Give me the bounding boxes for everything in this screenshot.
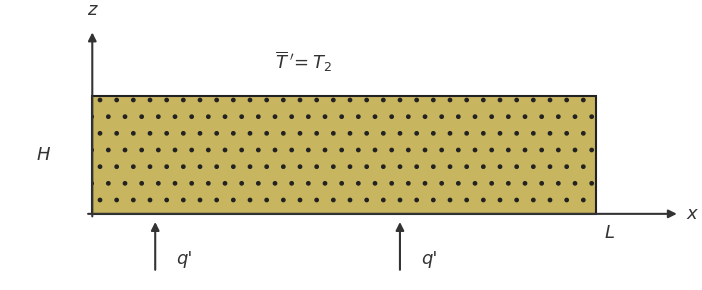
Text: q': q': [421, 250, 437, 268]
Text: q': q': [176, 250, 192, 268]
Text: x: x: [687, 205, 697, 223]
FancyBboxPatch shape: [92, 96, 596, 214]
Text: $\overline{T}\,'\!=T_{2}$: $\overline{T}\,'\!=T_{2}$: [275, 49, 332, 74]
Text: H: H: [37, 146, 50, 164]
Text: L: L: [604, 224, 615, 242]
Text: z: z: [88, 1, 97, 19]
